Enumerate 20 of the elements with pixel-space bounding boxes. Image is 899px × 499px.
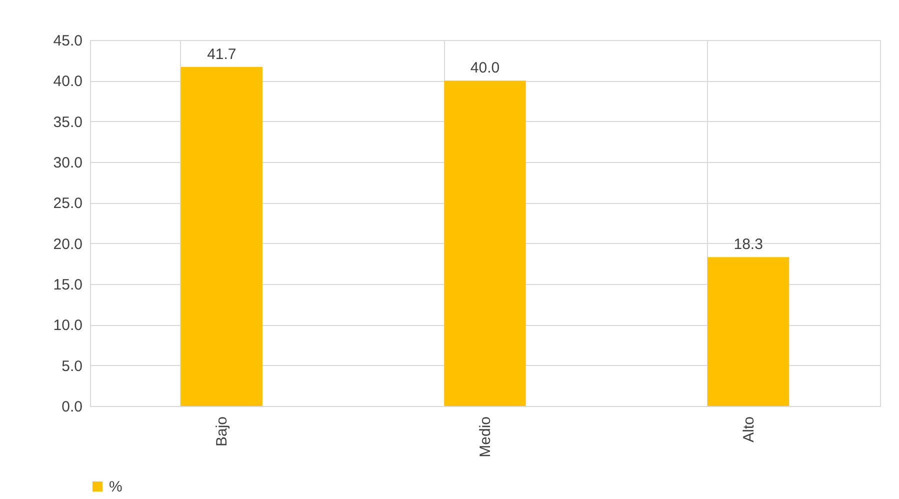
y-tick-label: 0.0 — [62, 398, 82, 416]
y-tick-label: 45.0 — [53, 32, 82, 50]
data-label: 18.3 — [734, 236, 763, 254]
bar — [708, 257, 790, 406]
y-tick-label: 15.0 — [53, 276, 82, 294]
bar — [180, 66, 262, 406]
y-tick-label: 20.0 — [53, 236, 82, 253]
y-tick-label: 25.0 — [53, 195, 82, 212]
x-tick-label: Medio — [477, 416, 494, 458]
data-label: 41.7 — [207, 46, 236, 63]
bar — [444, 80, 526, 406]
legend-label: % — [109, 478, 122, 496]
y-tick-label: 35.0 — [53, 114, 82, 131]
x-tick-label: Alto — [740, 416, 758, 442]
x-tick-label: Bajo — [214, 416, 231, 447]
y-tick-label: 40.0 — [53, 73, 82, 90]
y-tick-label: 5.0 — [62, 358, 82, 375]
y-tick-label: 10.0 — [53, 317, 82, 334]
y-tick-label: 30.0 — [53, 154, 82, 172]
data-label: 40.0 — [470, 60, 500, 77]
